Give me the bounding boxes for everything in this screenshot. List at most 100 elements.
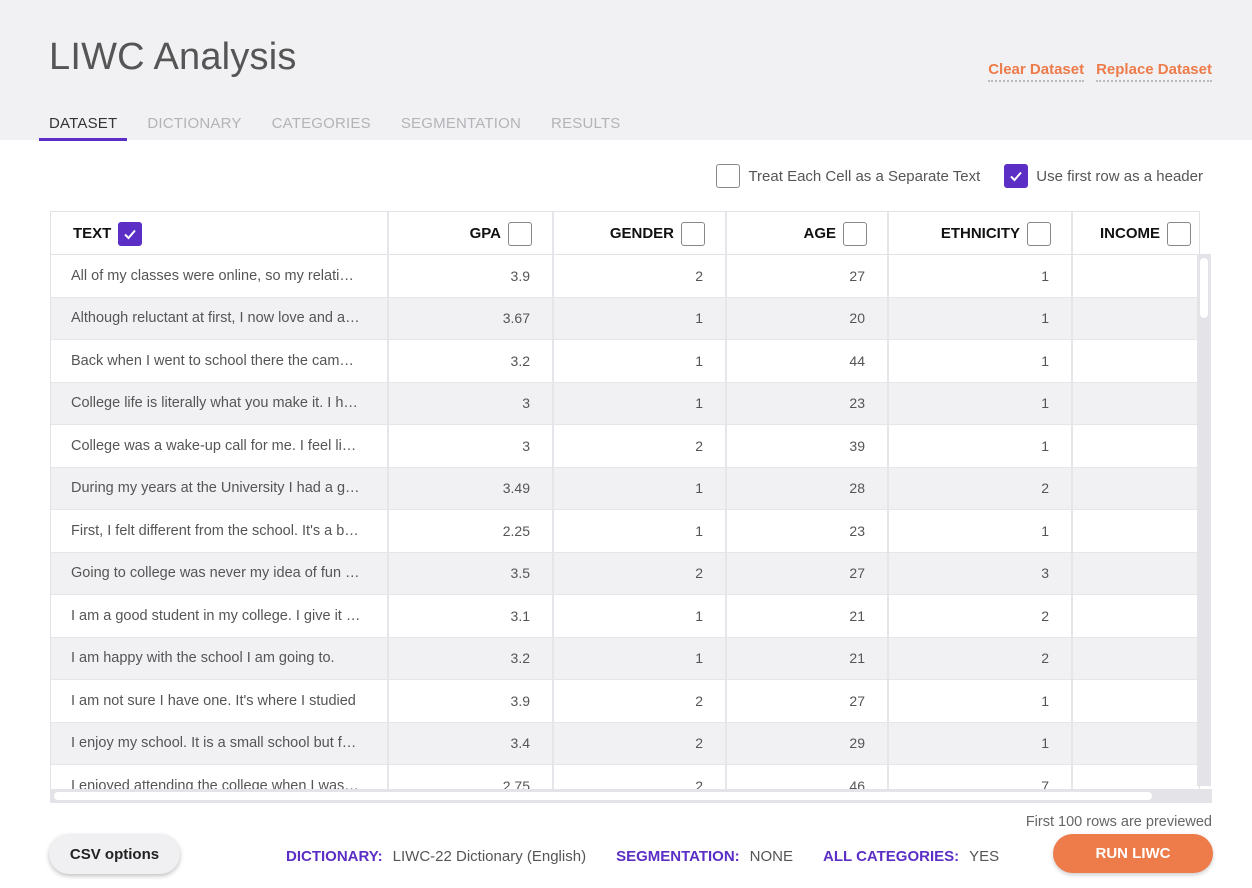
- separate-text-checkbox[interactable]: [716, 164, 741, 188]
- cell-value: 3.67: [502, 310, 530, 327]
- cell-value: 1: [1041, 310, 1049, 327]
- table-cell-text: I enjoy my school. It is a small school …: [51, 722, 389, 764]
- table-row: I enjoy my school. It is a small school …: [51, 722, 1199, 765]
- cell-value: 27: [849, 267, 865, 284]
- table-cell-ethnicity: 1: [889, 340, 1073, 382]
- cell-value: All of my classes were online, so my rel…: [71, 267, 361, 284]
- cell-value: 1: [1041, 437, 1049, 454]
- cell-value: 3.2: [510, 352, 530, 369]
- table-cell-text: All of my classes were online, so my rel…: [51, 255, 389, 297]
- column-select-checkbox[interactable]: [843, 221, 867, 246]
- table-cell-income: [1073, 255, 1199, 297]
- cell-value: 23: [849, 522, 865, 539]
- column-header-gpa: GPA: [389, 212, 554, 255]
- table-cell-age: 27: [727, 680, 889, 722]
- cell-value: 2: [1041, 480, 1049, 497]
- checkmark-icon: [124, 229, 137, 239]
- cell-value: 3.5: [510, 565, 530, 582]
- cell-value: 21: [849, 650, 865, 667]
- cell-value: 2: [695, 692, 703, 709]
- replace-dataset-link[interactable]: Replace Dataset: [1096, 61, 1212, 82]
- cell-value: 2: [695, 437, 703, 454]
- column-header-label: TEXT: [73, 225, 112, 242]
- cell-value: 3.9: [510, 692, 530, 709]
- checkmark-icon: [1010, 171, 1023, 182]
- data-grid: TEXT GPA GENDER AGE ETHNICITY INCOME All of m…: [50, 211, 1200, 803]
- summary-categories: ALL CATEGORIES: YES: [823, 848, 999, 865]
- table-cell-text: Back when I went to school there the cam…: [51, 340, 389, 382]
- column-header-label: GPA: [469, 225, 501, 242]
- summary-segmentation: SEGMENTATION: NONE: [616, 848, 793, 865]
- table-cell-gender: 1: [554, 340, 727, 382]
- cell-value: 3: [522, 395, 530, 412]
- header-area: LIWC Analysis Clear Dataset Replace Data…: [0, 0, 1252, 141]
- cell-value: 1: [1041, 395, 1049, 412]
- table-cell-gpa: 3.2: [389, 340, 554, 382]
- clear-dataset-link[interactable]: Clear Dataset: [988, 61, 1085, 82]
- column-select-checkbox[interactable]: [1027, 221, 1051, 246]
- cell-value: Back when I went to school there the cam…: [71, 352, 361, 369]
- horizontal-scroll-thumb[interactable]: [54, 792, 1152, 800]
- table-row: College was a wake-up call for me. I fee…: [51, 425, 1199, 468]
- cell-value: During my years at the University I had …: [71, 480, 361, 497]
- table-cell-gender: 2: [554, 255, 727, 297]
- column-select-checkbox[interactable]: [118, 221, 143, 246]
- column-select-checkbox[interactable]: [1167, 221, 1191, 246]
- cell-value: 44: [849, 352, 865, 369]
- dataset-options: Treat Each Cell as a Separate Text Use f…: [692, 164, 1203, 188]
- separate-text-label: Treat Each Cell as a Separate Text: [748, 167, 981, 185]
- table-cell-age: 39: [727, 425, 889, 467]
- table-cell-income: [1073, 680, 1199, 722]
- column-select-checkbox[interactable]: [681, 221, 705, 246]
- cell-value: I am happy with the school I am going to…: [71, 650, 335, 667]
- table-cell-gpa: 3.4: [389, 722, 554, 764]
- run-liwc-button[interactable]: RUN LIWC: [1053, 834, 1213, 873]
- cell-value: 27: [849, 565, 865, 582]
- tab-segmentation[interactable]: SEGMENTATION: [400, 115, 522, 132]
- column-select-checkbox[interactable]: [508, 221, 532, 246]
- cell-value: 3.4: [510, 735, 530, 752]
- cell-value: 1: [695, 352, 703, 369]
- table-cell-gpa: 3.5: [389, 552, 554, 594]
- table-row: I am happy with the school I am going to…: [51, 637, 1199, 680]
- cell-value: 3: [522, 437, 530, 454]
- cell-value: 3: [1041, 565, 1049, 582]
- vertical-scrollbar[interactable]: [1197, 254, 1211, 786]
- page-title: LIWC Analysis: [49, 36, 297, 78]
- cell-value: 3.1: [510, 607, 530, 624]
- table-cell-gpa: 3: [389, 425, 554, 467]
- table-cell-gender: 1: [554, 595, 727, 637]
- horizontal-scrollbar[interactable]: [50, 789, 1212, 803]
- table-cell-gender: 1: [554, 467, 727, 509]
- tab-results[interactable]: RESULTS: [551, 115, 621, 132]
- cell-value: 20: [849, 310, 865, 327]
- separate-text-option[interactable]: Treat Each Cell as a Separate Text: [716, 164, 980, 188]
- cell-value: I am a good student in my college. I giv…: [71, 607, 361, 624]
- tab-dataset[interactable]: DATASET: [39, 115, 128, 141]
- csv-options-button[interactable]: CSV options: [49, 834, 180, 874]
- cell-value: First, I felt different from the school.…: [71, 522, 361, 539]
- first-row-header-option[interactable]: Use first row as a header: [1004, 164, 1203, 188]
- cell-value: 1: [1041, 692, 1049, 709]
- table-cell-text: Going to college was never my idea of fu…: [51, 552, 389, 594]
- tab-dictionary[interactable]: DICTIONARY: [147, 115, 242, 132]
- tab-categories[interactable]: CATEGORIES: [271, 115, 371, 132]
- cell-value: 1: [695, 310, 703, 327]
- table-cell-text: First, I felt different from the school.…: [51, 510, 389, 552]
- table-cell-ethnicity: 1: [889, 425, 1073, 467]
- table-cell-gender: 2: [554, 765, 727, 802]
- tab-bar: DATASET DICTIONARY CATEGORIES SEGMENTATI…: [39, 115, 641, 141]
- first-row-header-checkbox[interactable]: [1004, 164, 1029, 188]
- table-cell-age: 28: [727, 467, 889, 509]
- summary-dictionary-label: DICTIONARY:: [286, 848, 383, 865]
- vertical-scroll-thumb[interactable]: [1200, 258, 1208, 318]
- summary-dictionary-value: LIWC-22 Dictionary (English): [392, 848, 587, 865]
- table-cell-gpa: 3.49: [389, 467, 554, 509]
- cell-value: 21: [849, 607, 865, 624]
- cell-value: Going to college was never my idea of fu…: [71, 565, 361, 582]
- table-cell-age: 44: [727, 340, 889, 382]
- cell-value: Although reluctant at first, I now love …: [71, 310, 361, 327]
- column-header-label: GENDER: [609, 225, 674, 242]
- table-row: I am a good student in my college. I giv…: [51, 595, 1199, 638]
- table-cell-ethnicity: 2: [889, 595, 1073, 637]
